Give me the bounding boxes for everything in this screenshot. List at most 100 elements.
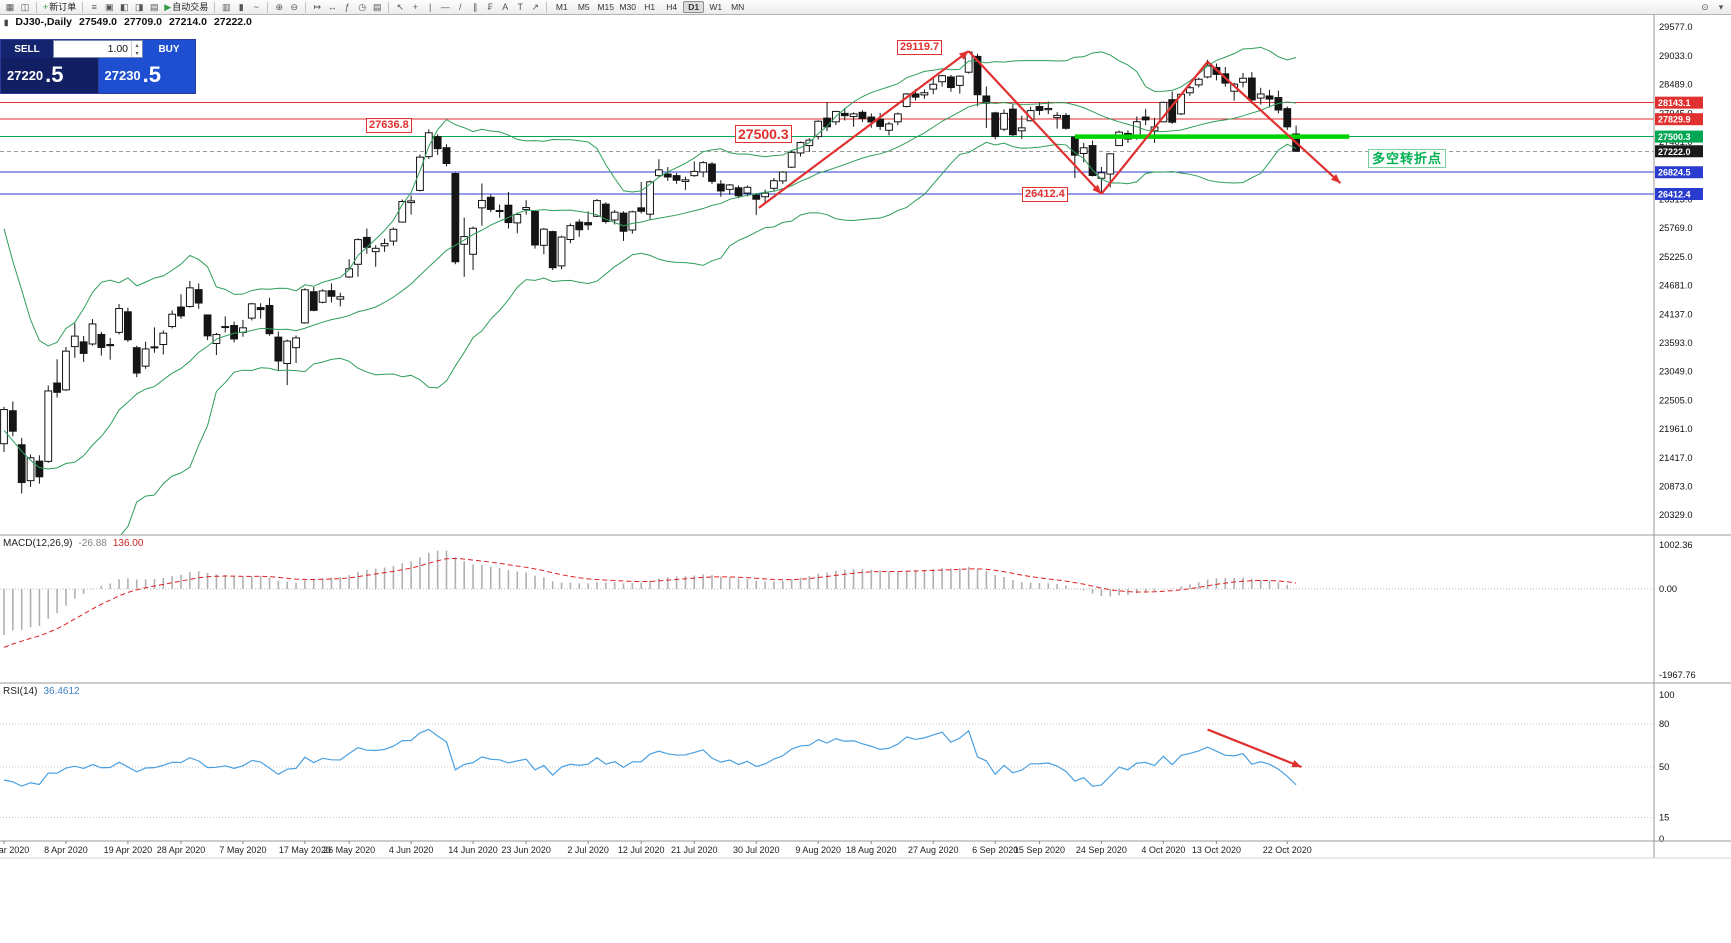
annotation-price-26412[interactable]: 26412.4 <box>1022 187 1068 202</box>
svg-text:7 May 2020: 7 May 2020 <box>219 845 266 855</box>
cursor-icon[interactable]: ↖ <box>396 1 404 12</box>
periods-icon[interactable]: ◷ <box>358 1 367 12</box>
annotation-turning-point[interactable]: 多空转折点 <box>1368 149 1447 168</box>
toolbar-separator <box>214 1 216 13</box>
one-click-trading-panel: SELL 1.00 ▴ ▾ BUY 27220 .5 27230 .5 <box>0 39 196 94</box>
svg-text:29033.0: 29033.0 <box>1659 51 1693 61</box>
chart-window: 29577.029033.028489.027945.027401.026857… <box>0 15 1731 943</box>
new-order-icon[interactable]: + 新订单 <box>43 1 77 12</box>
svg-text:0: 0 <box>1659 834 1664 844</box>
rsi-title: RSI(14) <box>3 686 38 697</box>
timeframe-w1-button[interactable]: W1 <box>709 2 723 12</box>
channel-icon[interactable]: ∥ <box>472 1 478 12</box>
annotation-price-27500[interactable]: 27500.3 <box>735 125 792 143</box>
toolbar-separator <box>388 1 390 13</box>
ohlc-high: 27709.0 <box>124 16 162 28</box>
data-window-icon[interactable]: ▣ <box>105 1 114 12</box>
svg-text:24 Sep 2020: 24 Sep 2020 <box>1076 845 1127 855</box>
svg-text:26 May 2020: 26 May 2020 <box>323 845 375 855</box>
main-price-pane[interactable] <box>0 46 1654 632</box>
timeframe-m5-button[interactable]: M5 <box>577 2 590 12</box>
svg-text:24137.0: 24137.0 <box>1659 309 1693 319</box>
new-chart-icon[interactable]: ▦ <box>5 1 15 12</box>
time-axis[interactable]: 30 Mar 2020 8 Apr 2020 19 Apr 2020 28 Apr 2… <box>0 841 1312 855</box>
volume-down-icon[interactable]: ▾ <box>135 50 139 57</box>
volume-value[interactable]: 1.00 <box>107 43 128 55</box>
market-watch-icon[interactable]: ≡ <box>91 1 97 12</box>
svg-text:1002.36: 1002.36 <box>1659 540 1693 550</box>
macd-label: MACD(12,26,9) -26.88 136.00 <box>3 538 143 549</box>
price-axis[interactable]: 29577.029033.028489.027945.027401.026857… <box>1655 22 1703 844</box>
annotation-price-27636[interactable]: 27636.8 <box>366 118 412 133</box>
buy-button[interactable]: BUY <box>143 40 195 58</box>
ohlc-close: 27222.0 <box>213 16 252 28</box>
crosshair-icon[interactable]: + <box>412 1 418 12</box>
text-label-icon[interactable]: T <box>517 1 523 12</box>
timeframe-h4-button[interactable]: H4 <box>666 2 678 12</box>
svg-text:27 Aug 2020: 27 Aug 2020 <box>908 845 959 855</box>
svg-text:100: 100 <box>1659 690 1675 700</box>
toolbar-overflow-icon[interactable]: ▾ <box>1718 1 1724 12</box>
buy-price-button[interactable]: 27230 .5 <box>97 58 195 93</box>
bar-chart-icon[interactable]: ▥ <box>221 1 231 12</box>
sell-button[interactable]: SELL <box>1 40 53 58</box>
timeframe-m15-button[interactable]: M15 <box>597 2 614 12</box>
vertical-line-icon[interactable]: | <box>429 1 432 12</box>
svg-text:50: 50 <box>1659 762 1669 772</box>
volume-stepper[interactable]: 1.00 ▴ ▾ <box>53 40 143 58</box>
svg-text:0.00: 0.00 <box>1659 584 1677 594</box>
zoom-in-icon[interactable]: ⊕ <box>275 1 283 12</box>
candles-layer[interactable] <box>0 51 1300 494</box>
chart-shift-icon[interactable]: ↔ <box>327 1 337 12</box>
search-icon[interactable]: ⊙ <box>1701 1 1709 12</box>
templates-icon[interactable]: ▤ <box>372 1 382 12</box>
horizontal-line-icon[interactable]: — <box>440 1 450 12</box>
fibonacci-icon[interactable]: ₣ <box>487 1 493 12</box>
annotation-price-peak[interactable]: 29119.7 <box>897 40 943 55</box>
toolbar-separator <box>305 1 307 13</box>
svg-text:-1967.76: -1967.76 <box>1659 670 1696 680</box>
line-chart-icon[interactable]: ~ <box>253 1 259 12</box>
macd-title: MACD(12,26,9) <box>3 538 73 549</box>
timeframe-m30-button[interactable]: M30 <box>619 2 636 12</box>
timeframe-h1-button[interactable]: H1 <box>644 2 656 12</box>
svg-text:12 Jul 2020: 12 Jul 2020 <box>618 845 665 855</box>
svg-text:13 Oct 2020: 13 Oct 2020 <box>1192 845 1241 855</box>
rsi-value: 36.4612 <box>43 686 80 697</box>
toolbar-separator <box>82 1 84 13</box>
navigator-icon[interactable]: ◧ <box>120 1 129 12</box>
autotrading-icon[interactable]: ▶ 自动交易 <box>164 1 209 12</box>
trend-arrows-layer[interactable] <box>758 50 1342 209</box>
svg-text:4 Jun 2020: 4 Jun 2020 <box>389 845 434 855</box>
svg-text:15: 15 <box>1659 813 1669 823</box>
svg-text:29577.0: 29577.0 <box>1659 22 1693 32</box>
candle-chart-icon[interactable]: ▮ <box>238 1 244 12</box>
timeframe-d1-button[interactable]: D1 <box>683 1 705 13</box>
rsi-pane[interactable] <box>0 723 1654 818</box>
zoom-out-icon[interactable]: ⊖ <box>290 1 298 12</box>
chart-canvas[interactable]: 29577.029033.028489.027945.027401.026857… <box>0 15 1731 943</box>
indicators-list-icon[interactable]: ƒ <box>344 1 350 12</box>
strategy-tester-icon[interactable]: ▤ <box>150 1 159 12</box>
svg-text:21961.0: 21961.0 <box>1659 424 1693 434</box>
svg-text:4 Oct 2020: 4 Oct 2020 <box>1141 845 1185 855</box>
volume-up-icon[interactable]: ▴ <box>135 42 139 49</box>
timeframe-m1-button[interactable]: M1 <box>555 2 568 12</box>
symbol-icon: ▮ <box>4 17 9 27</box>
terminal-icon[interactable]: ◨ <box>135 1 144 12</box>
chart-profiles-icon[interactable]: ◫ <box>20 1 30 12</box>
svg-text:21 Jul 2020: 21 Jul 2020 <box>671 845 718 855</box>
timeframe-mn-button[interactable]: MN <box>731 2 745 12</box>
new-order-button-label[interactable]: 新订单 <box>49 1 77 12</box>
trendline-icon[interactable]: / <box>458 1 462 12</box>
arrows-tool-icon[interactable]: ↗ <box>531 1 539 12</box>
autotrading-button-label[interactable]: 自动交易 <box>172 1 209 12</box>
text-icon[interactable]: A <box>502 1 509 12</box>
svg-text:80: 80 <box>1659 719 1669 729</box>
svg-text:22 Oct 2020: 22 Oct 2020 <box>1263 845 1312 855</box>
svg-text:20329.0: 20329.0 <box>1659 510 1693 520</box>
macd-pane[interactable] <box>0 550 1654 648</box>
svg-text:27829.9: 27829.9 <box>1658 115 1691 125</box>
auto-scroll-icon[interactable]: ↦ <box>313 1 321 12</box>
sell-price-button[interactable]: 27220 .5 <box>1 58 98 93</box>
